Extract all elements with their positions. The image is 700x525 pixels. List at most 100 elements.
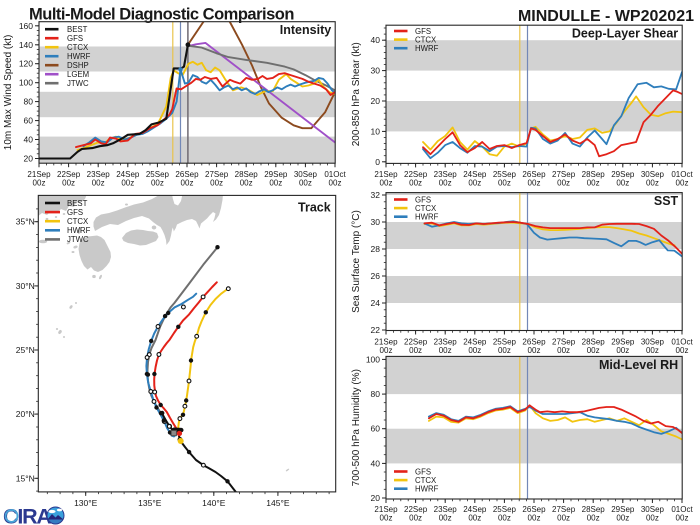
svg-text:00z: 00z <box>409 346 422 355</box>
svg-text:28Sep: 28Sep <box>582 338 606 347</box>
svg-text:21Sep: 21Sep <box>27 170 51 179</box>
svg-text:25°N: 25°N <box>16 345 35 355</box>
svg-text:CTCX: CTCX <box>67 217 89 226</box>
svg-text:00z: 00z <box>409 178 422 187</box>
svg-text:00z: 00z <box>676 178 689 187</box>
svg-text:MINDULLE - WP202021: MINDULLE - WP202021 <box>518 8 694 25</box>
svg-text:40: 40 <box>371 35 381 45</box>
svg-text:28Sep: 28Sep <box>235 170 259 179</box>
svg-text:00z: 00z <box>676 346 689 355</box>
svg-text:30Sep: 30Sep <box>294 170 318 179</box>
svg-text:20°N: 20°N <box>16 409 35 419</box>
svg-text:01Oct: 01Oct <box>671 505 693 514</box>
svg-text:35°N: 35°N <box>16 217 35 227</box>
svg-text:GFS: GFS <box>415 195 431 204</box>
svg-text:00z: 00z <box>587 178 600 187</box>
svg-text:60: 60 <box>371 424 381 434</box>
svg-text:00z: 00z <box>676 514 689 523</box>
svg-text:LGEM: LGEM <box>67 70 89 79</box>
svg-text:26Sep: 26Sep <box>522 505 546 514</box>
svg-text:00z: 00z <box>329 178 342 187</box>
svg-text:27Sep: 27Sep <box>552 338 576 347</box>
svg-text:00z: 00z <box>616 514 629 523</box>
svg-text:23Sep: 23Sep <box>87 170 111 179</box>
svg-text:10: 10 <box>371 126 381 136</box>
svg-text:GFS: GFS <box>415 27 431 36</box>
svg-text:00z: 00z <box>528 346 541 355</box>
svg-text:BEST: BEST <box>67 25 88 34</box>
svg-text:00z: 00z <box>646 178 659 187</box>
svg-text:00z: 00z <box>181 178 194 187</box>
svg-text:00z: 00z <box>299 178 312 187</box>
svg-text:200-850 hPa Shear (kt): 200-850 hPa Shear (kt) <box>351 42 362 146</box>
svg-text:26Sep: 26Sep <box>522 170 546 179</box>
svg-text:00z: 00z <box>439 514 452 523</box>
svg-text:27Sep: 27Sep <box>552 170 576 179</box>
svg-text:00z: 00z <box>498 346 511 355</box>
svg-text:22Sep: 22Sep <box>404 170 428 179</box>
svg-text:30°N: 30°N <box>16 281 35 291</box>
svg-text:23Sep: 23Sep <box>434 338 458 347</box>
svg-text:Intensity: Intensity <box>280 23 331 37</box>
svg-text:21Sep: 21Sep <box>374 170 398 179</box>
svg-text:00z: 00z <box>380 346 393 355</box>
svg-text:JTWC: JTWC <box>67 79 89 88</box>
svg-text:27Sep: 27Sep <box>205 170 229 179</box>
svg-text:HWRF: HWRF <box>415 485 439 494</box>
svg-text:DSHP: DSHP <box>67 61 89 70</box>
svg-text:80: 80 <box>371 389 381 399</box>
svg-text:00z: 00z <box>468 346 481 355</box>
svg-text:25Sep: 25Sep <box>146 170 170 179</box>
svg-text:22Sep: 22Sep <box>57 170 81 179</box>
svg-text:Track: Track <box>298 201 331 215</box>
svg-text:HWRF: HWRF <box>415 44 439 53</box>
svg-text:Multi-Model Diagnostic Compari: Multi-Model Diagnostic Comparison <box>29 6 294 24</box>
svg-text:100: 100 <box>366 354 380 364</box>
svg-text:00z: 00z <box>33 178 46 187</box>
svg-text:25Sep: 25Sep <box>493 338 517 347</box>
svg-text:00z: 00z <box>468 178 481 187</box>
svg-text:23Sep: 23Sep <box>434 505 458 514</box>
svg-text:00z: 00z <box>210 178 223 187</box>
svg-text:21Sep: 21Sep <box>374 505 398 514</box>
svg-text:120: 120 <box>19 59 33 69</box>
svg-text:00z: 00z <box>380 178 393 187</box>
svg-text:BEST: BEST <box>67 199 88 208</box>
svg-text:130°E: 130°E <box>74 498 98 508</box>
svg-text:26: 26 <box>371 271 381 281</box>
svg-text:00z: 00z <box>646 514 659 523</box>
svg-text:26Sep: 26Sep <box>522 338 546 347</box>
svg-text:30Sep: 30Sep <box>641 338 665 347</box>
svg-text:00z: 00z <box>439 346 452 355</box>
svg-text:00z: 00z <box>498 514 511 523</box>
svg-text:00z: 00z <box>557 514 570 523</box>
svg-text:00z: 00z <box>62 178 75 187</box>
svg-text:60: 60 <box>24 116 34 126</box>
svg-text:CTCX: CTCX <box>415 204 437 213</box>
svg-text:28: 28 <box>371 244 381 254</box>
svg-text:01Oct: 01Oct <box>671 170 693 179</box>
svg-text:26Sep: 26Sep <box>175 170 199 179</box>
svg-text:00z: 00z <box>439 178 452 187</box>
svg-text:21Sep: 21Sep <box>374 338 398 347</box>
svg-text:Deep-Layer Shear: Deep-Layer Shear <box>572 27 678 41</box>
svg-text:00z: 00z <box>616 346 629 355</box>
svg-text:00z: 00z <box>121 178 134 187</box>
svg-text:00z: 00z <box>646 346 659 355</box>
svg-text:40: 40 <box>24 135 34 145</box>
svg-text:30Sep: 30Sep <box>641 505 665 514</box>
svg-text:00z: 00z <box>240 178 253 187</box>
svg-text:28Sep: 28Sep <box>582 170 606 179</box>
svg-text:GFS: GFS <box>67 208 83 217</box>
svg-text:00z: 00z <box>468 514 481 523</box>
svg-text:00z: 00z <box>557 346 570 355</box>
svg-text:15°N: 15°N <box>16 473 35 483</box>
svg-text:00z: 00z <box>269 178 282 187</box>
svg-text:JTWC: JTWC <box>67 235 89 244</box>
svg-text:32: 32 <box>371 190 381 200</box>
svg-text:24Sep: 24Sep <box>463 505 487 514</box>
svg-text:00z: 00z <box>587 514 600 523</box>
svg-text:160: 160 <box>19 21 33 31</box>
svg-text:145°E: 145°E <box>266 498 290 508</box>
svg-text:10m Max Wind Speed (kt): 10m Max Wind Speed (kt) <box>3 35 14 151</box>
